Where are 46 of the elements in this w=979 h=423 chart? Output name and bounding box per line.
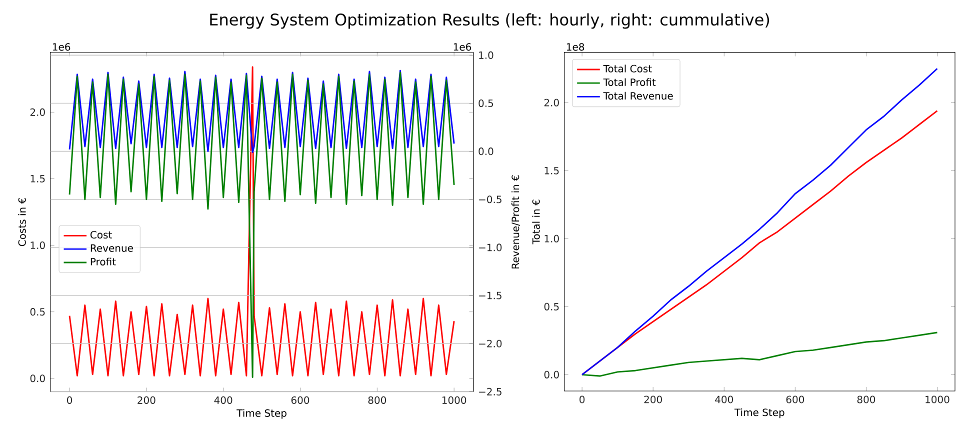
y-tick-label: 1.0	[544, 234, 559, 242]
text: 1e6	[53, 43, 70, 51]
y2-axis-title: Revenue/Profit in €	[511, 175, 520, 268]
x-tick-label: 600	[291, 396, 310, 404]
y-tick-label: 2.0	[544, 98, 559, 106]
y2-tick-label: 1.0	[479, 51, 494, 59]
y2-tick-label: −1.5	[479, 292, 502, 300]
y2-tick-label: −2.0	[479, 340, 502, 348]
x-tick-label: 200	[644, 396, 662, 404]
x-tick-label: 0	[67, 396, 72, 404]
y-tick-label: 2.0	[30, 108, 45, 116]
y-tick-label: 0.0	[30, 374, 45, 382]
x-tick-label: 1000	[442, 396, 466, 404]
y-tick-label: 1.5	[30, 174, 45, 182]
y-tick-label: 0.5	[544, 302, 559, 310]
legend-label: Cost	[90, 230, 112, 238]
x-tick-label: 400	[214, 396, 232, 404]
y2-tick-label: −0.5	[479, 196, 502, 204]
x-tick-label: 800	[857, 396, 876, 404]
y-axis-title: Costs in €	[18, 198, 26, 246]
y2-tick-label: 0.0	[478, 147, 494, 155]
chart-title: Energy System Optimization Results (left: hourly, right: cummulative)	[210, 13, 770, 29]
x-tick-label: 600	[786, 396, 804, 404]
x-tick-label: 400	[715, 396, 733, 404]
line-series	[68, 70, 455, 153]
x-axis-title: Time Step	[236, 409, 286, 419]
y-tick-label: 0.5	[30, 308, 45, 316]
y-tick-label: 1.5	[544, 166, 559, 174]
y2-tick-label: −2.5	[479, 388, 502, 396]
x-tick-label: 1000	[926, 396, 950, 404]
y2-tick-label: 0.5	[478, 99, 494, 107]
legend-label: Total Profit	[603, 78, 656, 86]
legend-label: Total Cost	[603, 64, 652, 72]
y-axis-title: Total in €	[532, 200, 540, 244]
x-tick-label: 0	[580, 396, 585, 404]
x-tick-label: 800	[368, 396, 386, 404]
y2-tick-label: −1.0	[479, 244, 502, 252]
text: 1e8	[567, 43, 584, 51]
legend-label: Total Revenue	[603, 92, 673, 100]
x-tick-label: 200	[138, 396, 156, 404]
y-tick-label: 0.0	[544, 370, 559, 378]
text: 1e6	[454, 43, 472, 51]
x-axis-title: Time Step	[734, 408, 784, 418]
legend-label: Profit	[90, 258, 116, 266]
y-tick-label: 1.0	[30, 241, 45, 249]
legend-label: Revenue	[90, 244, 133, 252]
